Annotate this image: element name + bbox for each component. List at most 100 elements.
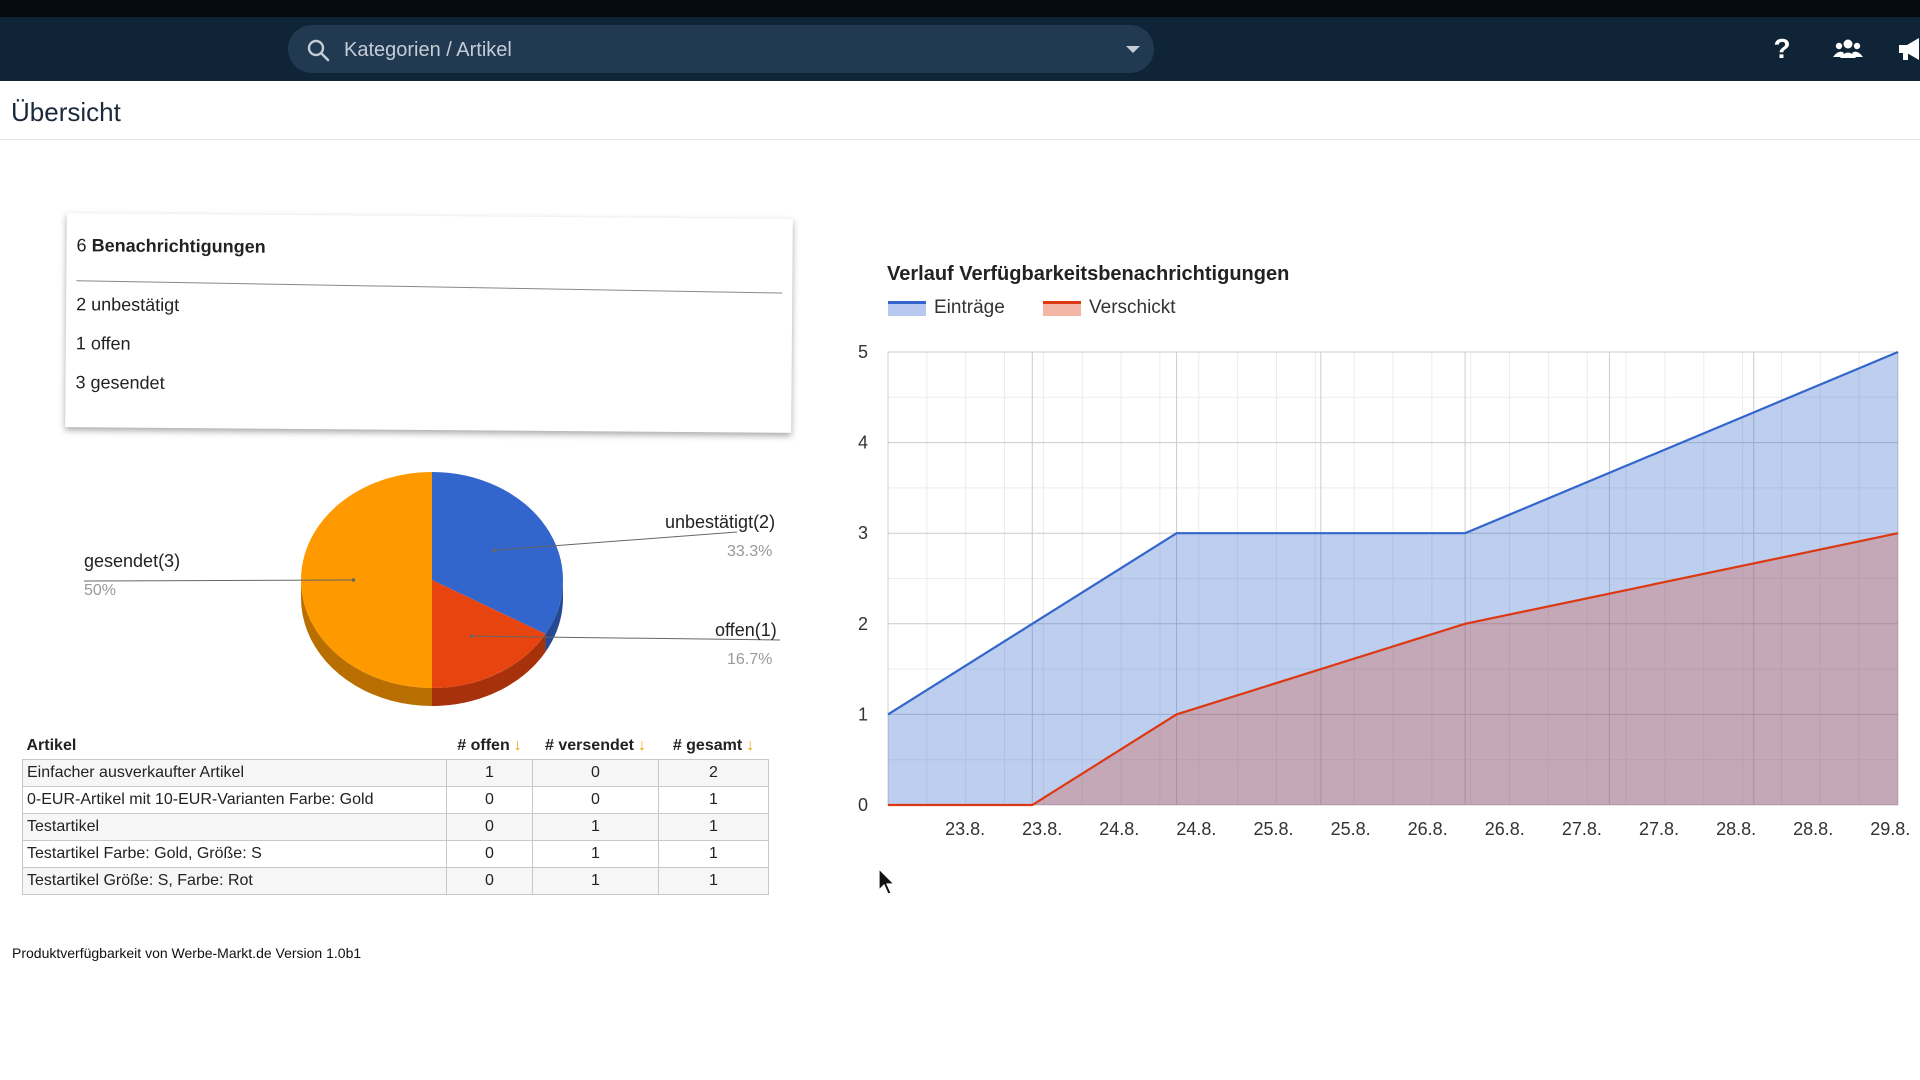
pie-label-sent: gesendet(3) — [84, 551, 181, 571]
mouse-cursor-icon — [878, 868, 896, 895]
pie-chart-svg — [83, 472, 781, 706]
notification-label: offen — [90, 333, 131, 354]
table-cell-article: Testartikel — [22, 813, 447, 841]
pie-slice-side-0 — [545, 580, 563, 652]
area-series-1 — [888, 533, 1898, 805]
line-series-0 — [887, 350, 1899, 716]
sort-arrow-icon[interactable]: ↓ — [746, 737, 755, 754]
x-tick-label: 28.8. — [1793, 819, 1833, 839]
pie-slice-0[interactable] — [432, 472, 563, 634]
notifications-card: 6 Benachrichtigungen 2 unbestätigt 1 off… — [65, 213, 793, 433]
line-series-1 — [888, 532, 1899, 807]
notification-label: unbestätigt — [91, 294, 180, 316]
pie-slice-side-1 — [432, 634, 546, 706]
pie-leader-dot-0 — [492, 548, 497, 553]
table-header-row: Artikel # offen ↓ # versendet ↓ # gesamt ↓ — [23, 733, 769, 760]
pie-slice-1[interactable] — [432, 580, 546, 688]
x-tick-label: 24.8. — [1176, 819, 1216, 839]
y-tick-label: 2 — [858, 614, 868, 634]
pie-leader-dot-1 — [469, 634, 474, 638]
footer-text: Produktverfügbarkeit von Werbe-Markt.de … — [12, 945, 362, 961]
area-chart: 0 1 2 3 4 5 23.8. 23.8. 24.8. 24.8. 25.8. 25.8. 26.8… — [858, 342, 1910, 839]
table-cell-total: 1 — [658, 840, 769, 868]
chevron-down-icon[interactable] — [1126, 46, 1140, 53]
legend-label-sent: Verschickt — [1089, 297, 1176, 318]
sort-arrow-icon[interactable]: ↓ — [513, 737, 522, 754]
pie-label-unconfirmed: unbestätigt(2) — [665, 512, 776, 532]
notifications-total-label: Benachrichtigungen — [91, 235, 266, 257]
column-header-sent[interactable]: # versendet ↓ — [545, 737, 646, 754]
notifications-total-count: 6 — [76, 235, 87, 256]
table-cell-open: 0 — [446, 840, 533, 868]
notification-count: 2 — [76, 294, 87, 315]
legend-item-entries: Einträge — [888, 297, 1005, 319]
notification-count: 1 — [75, 333, 86, 354]
x-tick-label: 25.8. — [1331, 819, 1371, 839]
table-cell-open: 1 — [446, 759, 533, 787]
legend-swatch-sent — [1043, 300, 1081, 316]
table-cell-article: Testartikel Größe: S, Farbe: Rot — [22, 867, 447, 895]
table-row: Testartikel 0 1 1 — [22, 813, 769, 841]
x-tick-label: 23.8. — [945, 819, 985, 839]
table-row: Einfacher ausverkaufter Artikel 1 0 2 — [22, 759, 769, 787]
pie-chart: unbestätigt(2) 33.3% offen(1) 16.7% gese… — [60, 450, 800, 720]
x-tick-label: 27.8. — [1562, 819, 1602, 839]
pie-label-open: offen(1) — [715, 620, 777, 640]
pie-leader-line-1 — [471, 635, 781, 641]
x-tick-label: 29.8. — [1870, 819, 1910, 839]
table-cell-total: 1 — [658, 867, 769, 895]
x-tick-label: 23.8. — [1022, 819, 1062, 839]
top-navbar: Kategorien / Artikel ? — [0, 17, 1920, 81]
divider — [76, 280, 783, 294]
legend-label-entries: Einträge — [934, 297, 1005, 318]
search-icon — [307, 39, 330, 62]
pie-slice-2[interactable] — [301, 472, 432, 688]
notifications-header: 6 Benachrichtigungen — [77, 235, 266, 257]
legend-swatch-entries — [888, 300, 926, 316]
notification-item-unconfirmed: 2 unbestätigt — [76, 294, 179, 316]
table-row: 0-EUR-Artikel mit 10-EUR-Varianten Farbe… — [22, 786, 769, 814]
search-input[interactable]: Kategorien / Artikel — [288, 25, 1154, 73]
notification-item-sent: 3 gesendet — [75, 372, 164, 394]
page-title: Übersicht — [11, 97, 121, 127]
pie-pct-open: 16.7% — [727, 651, 773, 668]
table-cell-open: 0 — [446, 786, 533, 814]
table-cell-open: 0 — [446, 813, 533, 841]
column-header-open[interactable]: # offen ↓ — [457, 737, 522, 754]
table-cell-sent: 1 — [532, 840, 659, 868]
pie-leader-line-2 — [83, 579, 354, 582]
table-cell-total: 2 — [658, 759, 769, 787]
sort-arrow-icon[interactable]: ↓ — [637, 737, 646, 754]
table-cell-article: Einfacher ausverkaufter Artikel — [22, 759, 447, 787]
column-header-article[interactable]: Artikel — [26, 737, 77, 754]
users-icon[interactable] — [1832, 33, 1864, 65]
x-tick-label: 26.8. — [1485, 819, 1525, 839]
pie-leader-line-0 — [494, 531, 738, 551]
table-cell-sent: 1 — [532, 813, 659, 841]
table-cell-total: 1 — [658, 786, 769, 814]
help-icon[interactable]: ? — [1773, 33, 1791, 64]
y-tick-label: 1 — [858, 704, 868, 724]
window-top-strip — [0, 0, 1920, 17]
table-row: Testartikel Größe: S, Farbe: Rot 0 1 1 — [22, 867, 769, 895]
x-tick-label: 24.8. — [1099, 819, 1139, 839]
megaphone-icon[interactable] — [1894, 33, 1920, 65]
table-cell-article: 0-EUR-Artikel mit 10-EUR-Varianten Farbe… — [22, 786, 447, 814]
x-tick-label: 25.8. — [1253, 819, 1293, 839]
x-tick-label: 28.8. — [1716, 819, 1756, 839]
notification-item-open: 1 offen — [76, 333, 131, 354]
x-tick-label: 26.8. — [1408, 819, 1448, 839]
table-cell-sent: 0 — [532, 786, 659, 814]
table-cell-article: Testartikel Farbe: Gold, Größe: S — [22, 840, 447, 868]
y-tick-label: 5 — [858, 342, 868, 362]
y-tick-label: 3 — [858, 523, 868, 543]
chart-title: Verlauf Verfügbarkeitsbenachrichtigungen — [887, 263, 1290, 285]
column-header-total[interactable]: # gesamt ↓ — [672, 737, 755, 754]
table-cell-open: 0 — [446, 867, 533, 895]
pie-leader-dot-2 — [351, 578, 356, 582]
y-tick-label: 4 — [858, 433, 868, 453]
table-cell-sent: 0 — [532, 759, 659, 787]
search-placeholder: Kategorien / Artikel — [344, 39, 512, 61]
pie-slice-side-2 — [301, 580, 432, 706]
pie-pct-sent: 50% — [84, 582, 117, 599]
